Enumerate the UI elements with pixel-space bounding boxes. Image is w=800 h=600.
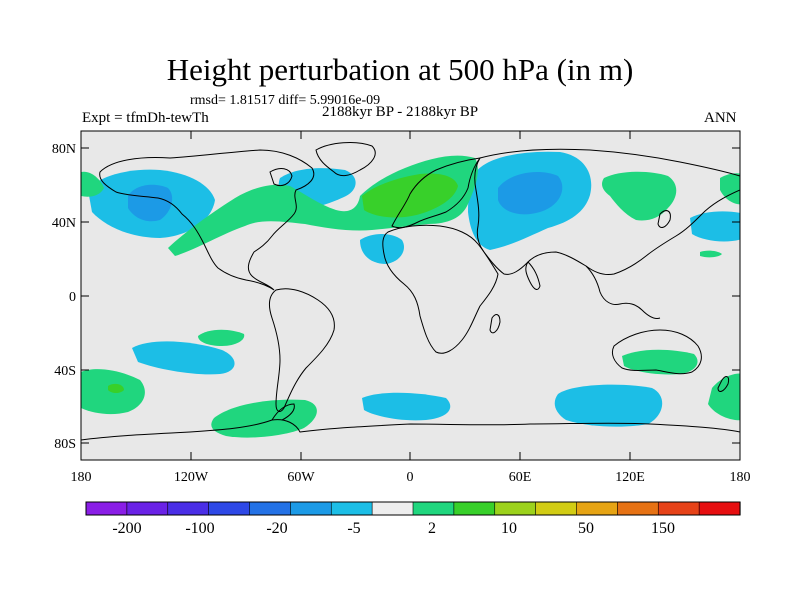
colorbar-label: -20 (266, 520, 287, 537)
colorbar-cell (412, 501, 455, 516)
colorbar-label: 150 (651, 520, 675, 537)
neg-region-south-pacific (132, 341, 235, 375)
colorbar-label: -200 (112, 520, 141, 537)
colorbar-cells (85, 501, 741, 516)
neg-region-north-pacific-east (690, 211, 740, 242)
colorbar-cell (453, 501, 496, 516)
coast-europe (391, 157, 482, 229)
coast-antarctic-peninsula (271, 403, 295, 421)
coast-africa (382, 224, 499, 354)
pos-region-south-pacific-core (108, 383, 124, 393)
contour-fields (81, 151, 740, 438)
lat-label: 80N (52, 142, 76, 157)
lon-label: 180 (71, 470, 92, 485)
coast-asia (474, 148, 740, 275)
coastlines (81, 142, 740, 441)
colorbar-cell (617, 501, 659, 516)
neg-region-south-atlantic (362, 392, 451, 421)
coast-north-america (99, 149, 315, 291)
coast-south-america (268, 288, 335, 412)
colorbar-cell (576, 501, 618, 516)
coast-antarctica (81, 419, 740, 441)
coast-greenland (315, 142, 376, 177)
colorbar-cell (330, 501, 373, 516)
neg-region-southern-indian (554, 384, 663, 427)
lat-label: 40N (52, 216, 76, 231)
colorbar-cell (657, 501, 700, 516)
stats-text: rmsd= 1.81517 diff= 5.99016e-09 (190, 93, 381, 108)
colorbar-label: -5 (347, 520, 360, 537)
pos-region-far-east-north (720, 173, 740, 205)
pos-region-australia (622, 349, 698, 375)
lon-ticks (190, 131, 631, 460)
colorbar-frame (85, 501, 741, 516)
colorbar-cell (494, 501, 537, 516)
pos-region-tropical-pacific (700, 250, 722, 258)
neg-region-north-pacific-core (128, 184, 173, 222)
colorbar-cell (167, 501, 210, 516)
coast-hudson-bay (269, 168, 293, 187)
lon-label: 120W (174, 470, 209, 485)
lon-label: 0 (407, 470, 414, 485)
colorbar-cell (208, 501, 251, 516)
colorbar-cell (126, 501, 169, 516)
colorbar-cell (698, 501, 741, 516)
experiment-label: Expt = tfmDh-tewTh (82, 110, 209, 126)
lat-label: 80S (54, 437, 76, 452)
neg-region-central-atlantic (360, 234, 405, 264)
colorbar-cell (85, 501, 128, 516)
map-title: Height perturbation at 500 hPa (in m) (166, 52, 634, 87)
colorbar-label: -100 (185, 520, 214, 537)
colorbar-cell (249, 501, 291, 516)
lat-ticks (81, 147, 740, 444)
pos-region-arctic-pacific (81, 171, 104, 197)
colorbar-cell (371, 501, 414, 516)
lon-label: 60E (509, 470, 532, 485)
pos-region-far-south (708, 373, 740, 421)
colorbar-label: 50 (578, 520, 594, 537)
colorbar-cell (535, 501, 578, 516)
lon-label: 120E (615, 470, 645, 485)
lat-label: 0 (69, 290, 76, 305)
coast-new-zealand (717, 376, 729, 392)
lon-label: 60W (287, 470, 315, 485)
pos-region-east-pacific (602, 171, 677, 221)
colorbar-cell (290, 501, 332, 516)
colorbar-label: 2 (428, 520, 436, 537)
pos-region-europe-core (362, 173, 458, 218)
season-label: ANN (704, 110, 737, 126)
neg-region-eurasia-core (498, 172, 563, 215)
period-label: 2188kyr BP - 2188kyr BP (321, 104, 479, 120)
coast-australia (611, 329, 702, 375)
lat-label: 40S (54, 364, 76, 379)
coast-southeast-asia (585, 265, 661, 319)
coast-india (525, 261, 541, 290)
colorbar-label: 10 (501, 520, 517, 537)
coast-japan (657, 210, 671, 228)
lon-label: 180 (730, 470, 751, 485)
coast-madagascar (489, 314, 501, 334)
pos-region-south-indian-ocean (198, 329, 245, 346)
